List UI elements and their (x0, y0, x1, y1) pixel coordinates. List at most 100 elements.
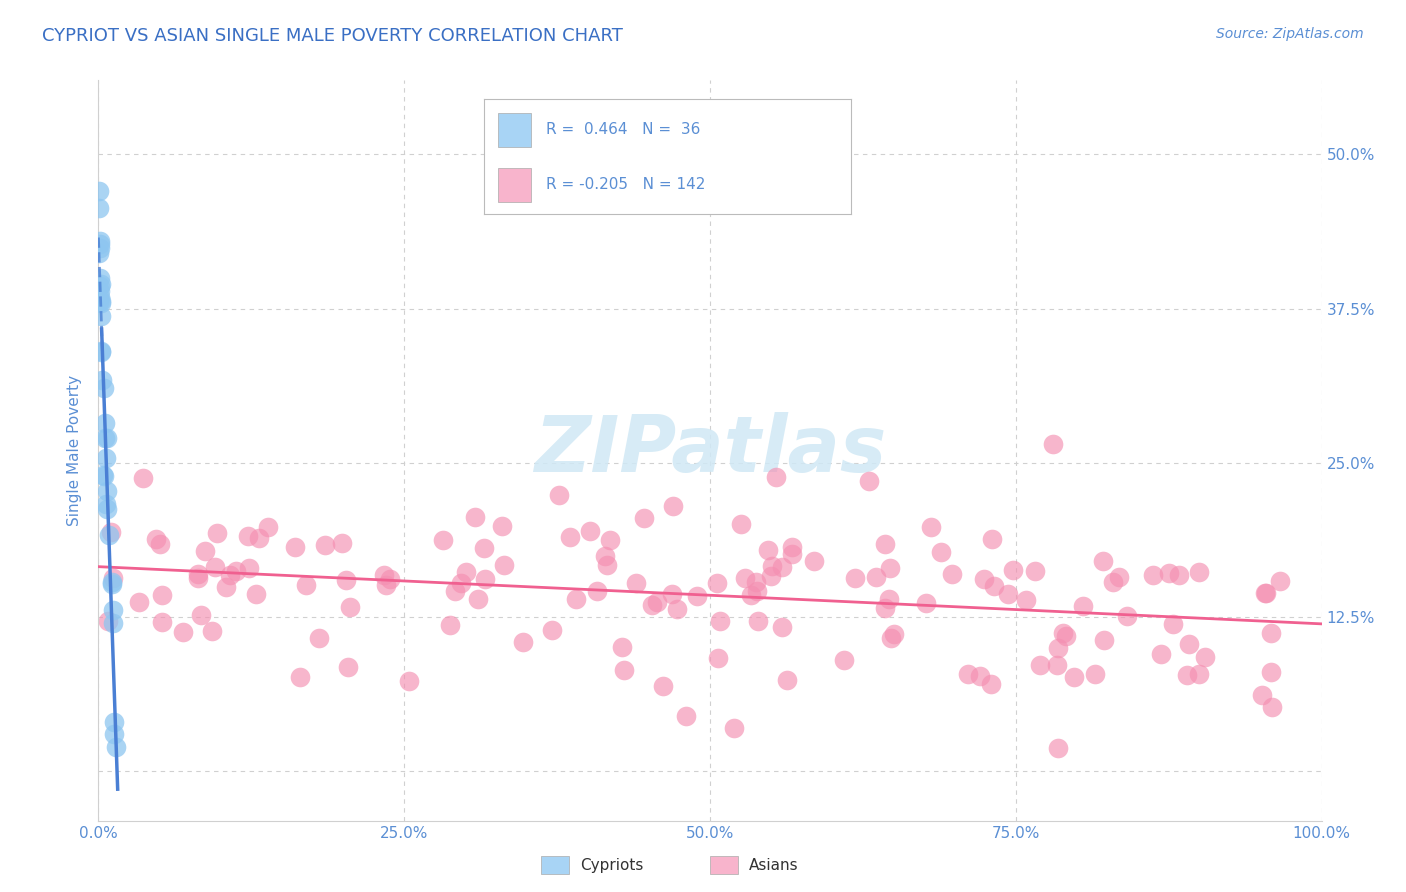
Point (579, 524, 602, 538)
Point (90, 310, 112, 324)
Point (776, 673, 799, 687)
Point (432, 533, 454, 548)
Point (131, 471, 153, 485)
Point (675, 708, 697, 723)
Point (145, 532, 167, 546)
Point (150, 615, 173, 629)
Point (662, 499, 685, 513)
Point (920, 520, 942, 534)
Point (207, 525, 229, 540)
Point (472, 541, 495, 556)
Point (450, 575, 472, 590)
Point (374, 577, 396, 591)
Point (651, 679, 673, 693)
Point (832, 652, 855, 666)
Point (745, 584, 768, 599)
Point (89, 295, 111, 310)
Point (94, 497, 117, 511)
Point (595, 549, 617, 563)
Point (96, 431, 118, 445)
Point (103, 727, 125, 741)
Point (201, 624, 224, 639)
Y-axis label: Single Male Poverty: Single Male Poverty (67, 375, 83, 526)
Point (686, 589, 709, 603)
Point (610, 640, 633, 654)
Point (330, 536, 353, 550)
Point (1108, 570, 1130, 584)
Point (1161, 617, 1184, 632)
Point (89, 236, 111, 251)
Point (1159, 566, 1181, 580)
Point (97, 614, 120, 628)
Point (1102, 574, 1125, 589)
Point (1054, 629, 1077, 643)
Point (295, 578, 318, 592)
Point (93, 469, 115, 483)
Point (96, 501, 118, 516)
Point (744, 574, 766, 589)
Text: Asians: Asians (748, 858, 799, 872)
Point (1024, 565, 1046, 579)
Point (94, 431, 117, 445)
Point (770, 560, 793, 574)
Point (1270, 574, 1292, 588)
Point (1092, 632, 1115, 647)
Point (100, 525, 122, 540)
Point (444, 584, 467, 599)
Point (494, 558, 516, 573)
Point (734, 571, 756, 585)
Point (491, 519, 513, 533)
Point (257, 520, 280, 534)
Point (103, 571, 125, 585)
Point (740, 588, 762, 602)
Point (89, 284, 111, 298)
Point (1091, 554, 1114, 568)
Point (204, 560, 226, 574)
Point (1015, 593, 1038, 607)
Point (1260, 665, 1282, 680)
Point (956, 666, 979, 681)
Point (1251, 688, 1274, 702)
Point (626, 576, 648, 591)
Point (1260, 626, 1282, 640)
Point (284, 540, 307, 554)
Point (238, 529, 260, 543)
Point (969, 669, 991, 683)
Point (94, 451, 117, 466)
Point (1115, 609, 1137, 624)
Point (1001, 563, 1024, 577)
Point (91, 373, 114, 387)
Point (339, 599, 361, 614)
Point (929, 545, 952, 559)
Point (94, 417, 117, 431)
Point (464, 510, 486, 524)
Point (844, 570, 866, 584)
Point (89, 201, 111, 215)
Point (1188, 667, 1211, 681)
Text: ZIPatlas: ZIPatlas (534, 412, 886, 489)
Point (915, 596, 938, 610)
Point (90, 277, 112, 291)
Point (89, 270, 111, 285)
Text: Cypriots: Cypriots (581, 858, 644, 872)
Point (1029, 657, 1052, 672)
Text: Source: ZipAtlas.com: Source: ZipAtlas.com (1216, 27, 1364, 41)
Point (1084, 667, 1107, 681)
Point (103, 603, 125, 617)
Point (194, 543, 217, 558)
Point (1188, 566, 1211, 580)
Point (565, 591, 588, 606)
Point (101, 574, 124, 589)
Point (290, 670, 312, 684)
Point (373, 567, 395, 582)
Point (596, 558, 619, 572)
Point (149, 537, 172, 551)
Point (1175, 668, 1198, 682)
Point (858, 475, 880, 489)
Point (90, 294, 112, 309)
Point (875, 537, 897, 551)
Point (314, 538, 336, 552)
Point (973, 572, 995, 586)
Point (1142, 568, 1164, 582)
Point (873, 601, 896, 615)
